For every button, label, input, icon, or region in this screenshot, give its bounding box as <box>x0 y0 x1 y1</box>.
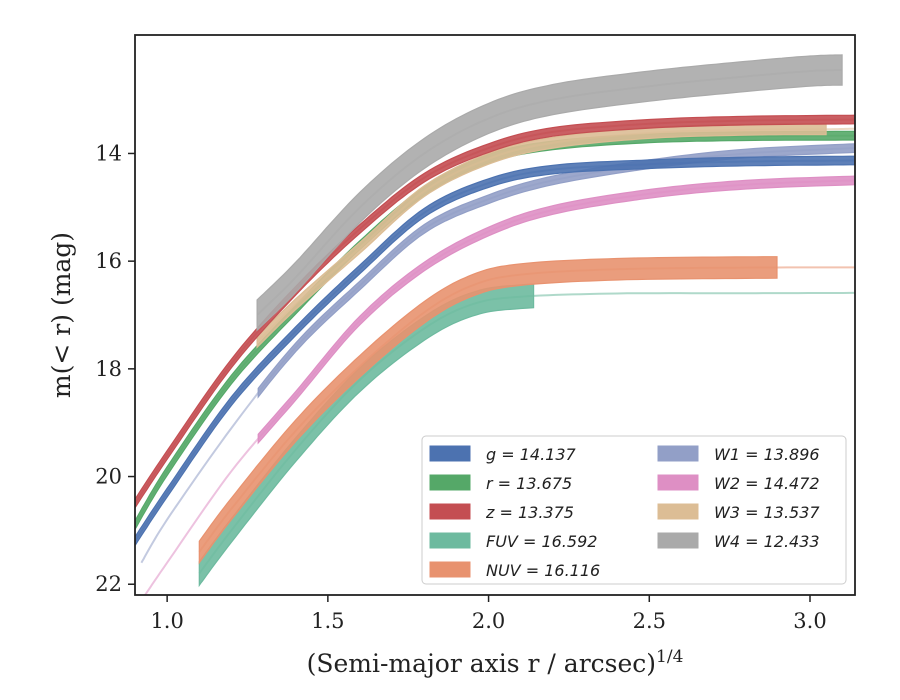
x-tick-label: 3.0 <box>793 609 826 633</box>
legend-label: W1 = 13.896 <box>714 445 820 464</box>
legend-label: W3 = 13.537 <box>714 503 820 522</box>
y-tick-label: 22 <box>95 572 122 596</box>
legend-item-w1: W1 = 13.896 <box>657 445 820 464</box>
series-band-w1 <box>257 143 855 399</box>
curves-layer <box>135 54 855 595</box>
legend-frame <box>421 435 847 585</box>
legend-swatch <box>429 532 471 549</box>
legend-swatch <box>657 503 699 520</box>
legend-swatch <box>429 474 471 491</box>
legend-swatch <box>657 445 699 462</box>
legend-item-g: g = 14.137 <box>429 445 577 464</box>
plot-frame <box>134 34 856 596</box>
series-w3 <box>256 123 855 349</box>
legend-item-z: z = 13.375 <box>429 503 574 522</box>
series-nuv <box>198 256 855 565</box>
x-tick-label: 2.0 <box>472 609 505 633</box>
series-band-nuv <box>198 256 778 565</box>
legend-label: g = 14.137 <box>486 445 577 464</box>
y-axis-label: m(< r) (mag) <box>47 232 76 398</box>
series-band-w4 <box>256 54 843 332</box>
legend-item-w4: W4 = 12.433 <box>657 532 820 551</box>
legend-label: NUV = 16.116 <box>486 561 600 580</box>
legend-item-fuv: FUV = 16.592 <box>429 532 597 551</box>
legend-label: W2 = 14.472 <box>714 474 820 493</box>
series-g <box>135 155 855 547</box>
legend: g = 14.137 r = 13.675 z = 13.375 FUV = 16.5… <box>421 435 847 585</box>
y-tick-label: 20 <box>95 465 122 489</box>
x-tick-label: 1.0 <box>150 609 183 633</box>
legend-swatch <box>657 532 699 549</box>
legend-swatch <box>657 474 699 491</box>
legend-swatch <box>429 445 471 462</box>
legend-label: z = 13.375 <box>485 503 574 522</box>
series-band-w2 <box>257 175 855 445</box>
legend-item-w3: W3 = 13.537 <box>657 503 820 522</box>
legend-label: FUV = 16.592 <box>486 532 597 551</box>
legend-item-nuv: NUV = 16.116 <box>429 561 600 580</box>
legend-swatch <box>429 503 471 520</box>
y-tick-label: 18 <box>95 357 122 381</box>
legend-item-w2: W2 = 14.472 <box>657 474 820 493</box>
legend-item-r: r = 13.675 <box>429 474 572 493</box>
y-tick-label: 16 <box>95 249 122 273</box>
x-tick-label: 2.5 <box>633 609 666 633</box>
series-band-w3 <box>256 123 827 349</box>
x-axis-label: (Semi-major axis r / arcsec)1/4 <box>307 647 684 678</box>
x-tick-label: 1.5 <box>311 609 344 633</box>
series-w2 <box>143 175 855 595</box>
series-w4 <box>256 54 843 332</box>
y-tick-label: 14 <box>95 141 122 165</box>
legend-swatch <box>429 561 471 578</box>
series-band-g <box>135 155 855 547</box>
ticks-layer: 1.0 1.5 2.0 2.5 3.0 14 16 18 20 22 <box>95 141 826 633</box>
legend-label: W4 = 12.433 <box>714 532 820 551</box>
legend-label: r = 13.675 <box>486 474 572 493</box>
